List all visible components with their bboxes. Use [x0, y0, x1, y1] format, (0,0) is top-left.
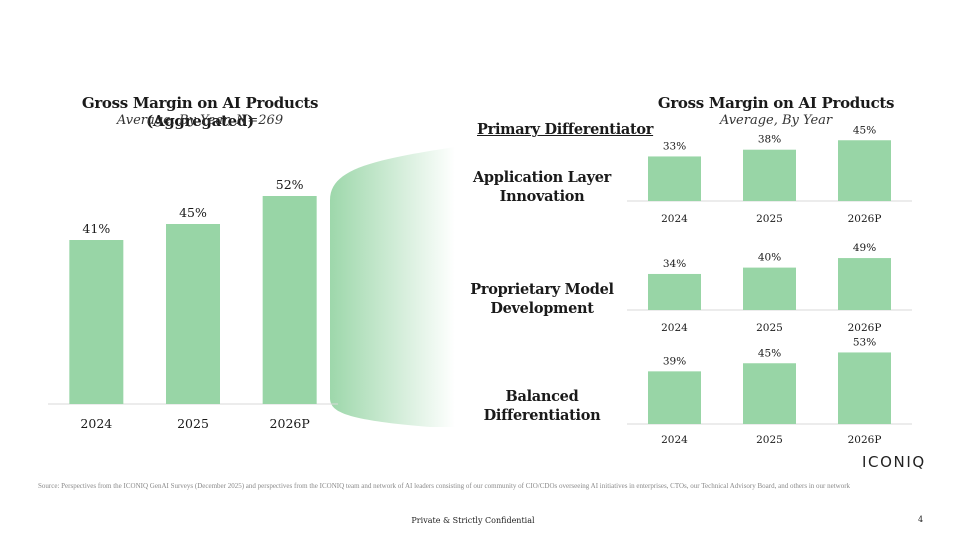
row-label-proprietary-model: Proprietary Model Development — [462, 280, 622, 318]
data-label-2025: 40% — [758, 252, 781, 264]
bar-2026P — [838, 140, 891, 201]
bar-2024 — [648, 156, 701, 201]
differentiator-header: Primary Differentiator — [477, 121, 654, 138]
data-label-2025: 38% — [758, 134, 781, 146]
row-label-line1: Application Layer — [472, 169, 612, 186]
bar-2025 — [743, 149, 796, 201]
data-label-2024: 34% — [663, 258, 686, 270]
connector-fan — [330, 147, 455, 427]
row-label-line1: Proprietary Model — [470, 281, 614, 298]
bar-2024 — [648, 273, 701, 310]
chart-balanced: 39% 2024 45% 2025 53% 2026P — [627, 336, 912, 446]
data-label-2024: 33% — [663, 140, 686, 152]
bar-2026P — [838, 258, 891, 310]
tick-label-2026P: 2026P — [848, 322, 882, 334]
data-label-2026P: 49% — [853, 242, 876, 254]
tick-label-2026P: 2026P — [848, 213, 882, 225]
data-label-2024: 41% — [82, 221, 110, 236]
source-footnote: Source: Perspectives from the ICONIQ Gen… — [38, 482, 851, 490]
right-chart-subtitle: Average, By Year — [719, 113, 833, 128]
row-label-line2: Development — [490, 300, 594, 317]
bar-2025 — [743, 363, 796, 424]
row-label-balanced: Balanced Differentiation — [462, 387, 622, 425]
tick-label-2025: 2025 — [756, 322, 783, 334]
data-label-2026P: 53% — [853, 336, 876, 348]
row-label-line2: Differentiation — [483, 407, 601, 424]
tick-label-2026P: 2026P — [848, 434, 882, 446]
bar-2024 — [69, 240, 124, 404]
tick-label-2025: 2025 — [756, 213, 783, 225]
tick-label-2025: 2025 — [177, 416, 209, 431]
data-label-2025: 45% — [758, 347, 781, 359]
data-label-2026P: 52% — [276, 177, 304, 192]
iconiq-logo: ICONIQ — [862, 453, 926, 471]
data-label-2025: 45% — [179, 205, 207, 220]
tick-label-2024: 2024 — [661, 434, 688, 446]
data-label-2026P: 45% — [853, 124, 876, 136]
bar-2026P — [262, 196, 317, 404]
chart-proprietary-model: 34% 2024 40% 2025 49% 2026P — [627, 242, 912, 334]
tick-label-2024: 2024 — [661, 213, 688, 225]
page-number: 4 — [918, 515, 924, 524]
left-chart-subtitle: Average, By Year, N=269 — [116, 113, 284, 128]
bar-2025 — [166, 224, 220, 404]
chart-application-layer: 33% 2024 38% 2025 45% 2026P — [627, 124, 912, 225]
tick-label-2026P: 2026P — [270, 416, 310, 431]
bar-2026P — [838, 352, 891, 424]
bar-2025 — [743, 267, 796, 310]
data-label-2024: 39% — [663, 355, 686, 367]
tick-label-2024: 2024 — [661, 322, 688, 334]
row-label-line1: Balanced — [505, 388, 579, 405]
left-chart-title: Gross Margin on AI Products (Aggregated) — [81, 94, 319, 130]
right-chart-title: Gross Margin on AI Products — [657, 94, 895, 112]
tick-label-2024: 2024 — [80, 416, 112, 431]
row-label-line2: Innovation — [499, 188, 585, 205]
confidential-label: Private & Strictly Confidential — [411, 516, 535, 525]
row-label-application-layer: Application Layer Innovation — [462, 168, 622, 206]
bar-2024 — [648, 371, 701, 424]
tick-label-2025: 2025 — [756, 434, 783, 446]
chart-aggregated: 41% 2024 45% 2025 52% 2026P — [48, 177, 338, 431]
